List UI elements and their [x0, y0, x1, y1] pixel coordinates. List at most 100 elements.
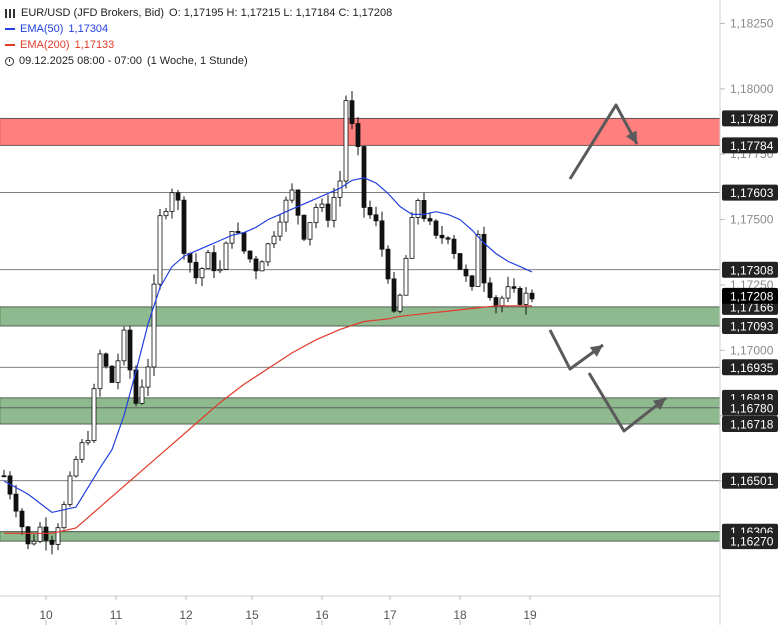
candle-body [253, 258, 259, 272]
candle-body [523, 292, 529, 305]
level-badge-10-bg [722, 472, 778, 489]
candle-body [313, 207, 319, 224]
candle-body [157, 215, 163, 285]
candle-body [343, 100, 349, 182]
candle-body [463, 268, 469, 277]
ema50-line [3, 177, 533, 514]
candle-body [505, 286, 511, 299]
candle-body [127, 329, 133, 371]
candle-body [145, 366, 151, 388]
candle-body [193, 261, 199, 279]
candle-body [241, 232, 247, 252]
candle-body [61, 504, 67, 529]
candle-body [19, 510, 25, 528]
current-price-badge: 1,17208 [730, 289, 774, 303]
candle-body [361, 146, 367, 208]
candle-body [451, 238, 457, 254]
scenario-arrow-down-head [652, 398, 666, 411]
level-badge-0: 1,17887 [730, 112, 774, 126]
level-badge-5: 1,17093 [730, 319, 774, 333]
y-tick-label-0: 1,18250 [730, 17, 774, 31]
clock-icon [5, 56, 14, 66]
scenario-arrow-down [587, 372, 667, 433]
legend-ema50-value: 1,17304 [68, 23, 109, 35]
y-tick-label-5: 1,17000 [730, 343, 774, 357]
candle-body [91, 388, 97, 441]
candle-body [1, 475, 7, 478]
candle-body [487, 282, 493, 298]
candle-body [277, 221, 283, 237]
legend-ema50-row: EMA(50) 1,17304 [5, 21, 392, 37]
candle-body [397, 294, 403, 312]
level-badge-10: 1,16501 [730, 474, 774, 488]
x-tick-label-2: 12 [179, 608, 193, 622]
level-badge-3-bg [722, 261, 778, 278]
candle-body [499, 297, 505, 307]
candle-body [349, 100, 355, 124]
level-badge-1-bg [722, 137, 778, 154]
legend-ema200-value: 1,17133 [74, 39, 115, 51]
level-badge-6: 1,16935 [730, 361, 774, 375]
scenario-arrow-up-head [626, 130, 637, 144]
candle-body [175, 192, 181, 201]
legend-ema50-label: EMA(50) [20, 23, 64, 35]
y-tick-label-1: 1,18000 [730, 82, 774, 96]
candle-body [379, 220, 385, 250]
candle-body [271, 235, 277, 245]
candle-body [211, 252, 217, 272]
candle-body [163, 210, 169, 217]
current-price-badge-bg [722, 287, 778, 304]
candle-body [289, 189, 295, 201]
scenario-arrow-bounce-head [589, 345, 603, 357]
candle-body [199, 268, 205, 279]
candle-body [151, 283, 157, 368]
candle-body [331, 196, 337, 221]
candle-body [319, 203, 325, 208]
x-tick-label-5: 17 [383, 608, 397, 622]
candle-body [229, 230, 235, 244]
ema200-line [4, 305, 532, 534]
candle-body [529, 292, 535, 300]
level-badge-12-bg [722, 533, 778, 550]
x-tick-label-3: 15 [245, 608, 259, 622]
candlestick-icon [5, 8, 17, 18]
candle-body [247, 250, 253, 260]
zone-support-3 [0, 531, 721, 542]
candle-body [433, 220, 439, 236]
candle-body [301, 214, 307, 240]
candle-body [217, 268, 223, 272]
candle-body [205, 252, 211, 269]
level-badge-2: 1,17603 [730, 186, 774, 200]
level-badge-8-bg [722, 399, 778, 416]
x-tick-label-1: 11 [110, 608, 123, 622]
candle-body [355, 123, 361, 147]
ema200-swatch [5, 44, 15, 46]
legend-instrument-row: EUR/USD (JFD Brokers, Bid) O: 1,17195 H:… [5, 5, 392, 21]
level-badge-8: 1,16780 [730, 401, 774, 415]
candle-body [55, 527, 61, 545]
candle-body [67, 475, 73, 505]
candle-body [421, 200, 427, 219]
candle-body [265, 243, 271, 263]
level-badge-5-bg [722, 317, 778, 334]
legend-instrument: EUR/USD (JFD Brokers, Bid) [21, 7, 165, 19]
candle-body [85, 440, 91, 444]
candle-body [181, 199, 187, 254]
candle-body [325, 203, 331, 221]
level-badge-9: 1,16718 [730, 417, 774, 431]
legend-ohlc: O: 1,17195 H: 1,17215 L: 1,17184 C: 1,17… [169, 7, 393, 19]
candle-body [511, 286, 517, 289]
candle-body [457, 253, 463, 270]
candle-body [391, 278, 397, 312]
level-badge-2-bg [722, 184, 778, 201]
candle-body [517, 287, 523, 305]
candle-body [73, 458, 79, 477]
legend-period: 09.12.2025 08:00 - 07:00 [19, 55, 142, 67]
candle-body [139, 386, 145, 404]
x-tick-label-6: 18 [453, 608, 467, 622]
candle-body [307, 222, 313, 240]
candle-body [121, 329, 127, 362]
candle-body [475, 233, 481, 287]
candle-body [409, 217, 415, 259]
legend-ema200-row: EMA(200) 1,17133 [5, 37, 392, 53]
